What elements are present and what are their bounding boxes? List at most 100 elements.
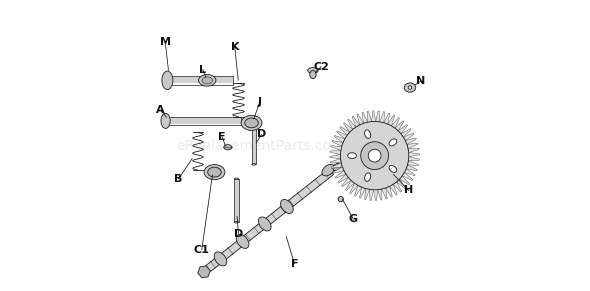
Ellipse shape <box>252 164 256 165</box>
Ellipse shape <box>245 118 258 128</box>
Ellipse shape <box>234 178 238 180</box>
Ellipse shape <box>199 74 216 86</box>
Ellipse shape <box>310 70 316 79</box>
Ellipse shape <box>348 153 356 159</box>
Polygon shape <box>382 188 387 199</box>
Ellipse shape <box>365 130 371 139</box>
Polygon shape <box>396 179 406 189</box>
Polygon shape <box>408 161 419 166</box>
Polygon shape <box>332 141 343 146</box>
Polygon shape <box>391 118 399 128</box>
Circle shape <box>340 121 409 190</box>
Text: J: J <box>258 97 262 107</box>
Text: B: B <box>175 174 183 184</box>
Ellipse shape <box>252 125 256 126</box>
Polygon shape <box>399 176 409 185</box>
Polygon shape <box>409 152 419 157</box>
Polygon shape <box>330 155 340 159</box>
Polygon shape <box>330 159 341 163</box>
Ellipse shape <box>162 71 173 90</box>
Polygon shape <box>398 125 408 134</box>
Polygon shape <box>401 129 411 137</box>
Polygon shape <box>362 112 368 123</box>
Polygon shape <box>343 123 353 132</box>
Text: G: G <box>349 214 358 224</box>
Text: L: L <box>199 65 206 74</box>
Polygon shape <box>350 183 358 194</box>
Ellipse shape <box>389 139 397 146</box>
Polygon shape <box>395 121 404 131</box>
Text: F: F <box>291 259 298 269</box>
Polygon shape <box>407 143 418 148</box>
Polygon shape <box>373 190 378 200</box>
Polygon shape <box>206 168 333 272</box>
Polygon shape <box>198 266 210 278</box>
Text: H: H <box>404 185 413 195</box>
Ellipse shape <box>281 200 293 214</box>
Polygon shape <box>365 189 369 200</box>
Polygon shape <box>333 167 344 173</box>
Polygon shape <box>340 127 350 135</box>
Polygon shape <box>404 169 415 176</box>
Polygon shape <box>335 171 346 178</box>
Ellipse shape <box>389 166 397 172</box>
Polygon shape <box>334 136 345 143</box>
Polygon shape <box>337 131 347 139</box>
Ellipse shape <box>214 252 227 266</box>
Text: N: N <box>416 76 425 86</box>
Polygon shape <box>402 173 412 180</box>
Polygon shape <box>252 125 256 164</box>
Polygon shape <box>369 189 373 200</box>
Text: C1: C1 <box>194 245 209 255</box>
Polygon shape <box>234 179 238 222</box>
Polygon shape <box>372 111 376 122</box>
Polygon shape <box>357 114 363 125</box>
Polygon shape <box>330 150 341 155</box>
Ellipse shape <box>208 167 221 177</box>
Polygon shape <box>355 185 362 196</box>
Ellipse shape <box>161 113 171 128</box>
Polygon shape <box>376 111 380 122</box>
Text: K: K <box>231 42 239 52</box>
Circle shape <box>408 86 412 89</box>
Polygon shape <box>331 163 342 168</box>
Polygon shape <box>384 113 390 124</box>
Circle shape <box>338 196 343 202</box>
Ellipse shape <box>202 77 212 84</box>
Text: A: A <box>156 105 165 115</box>
Ellipse shape <box>365 173 371 181</box>
Polygon shape <box>348 119 356 129</box>
Polygon shape <box>404 133 414 141</box>
Polygon shape <box>338 174 348 183</box>
Circle shape <box>360 142 389 170</box>
Circle shape <box>368 149 381 162</box>
Ellipse shape <box>308 68 318 73</box>
Ellipse shape <box>322 164 335 176</box>
Ellipse shape <box>258 217 271 231</box>
Ellipse shape <box>224 145 232 150</box>
Polygon shape <box>346 180 355 191</box>
Text: D: D <box>234 229 243 239</box>
Polygon shape <box>352 116 360 127</box>
Polygon shape <box>405 138 417 145</box>
Text: E: E <box>218 132 226 142</box>
Polygon shape <box>359 187 365 198</box>
Text: C2: C2 <box>313 62 329 72</box>
Ellipse shape <box>404 83 416 92</box>
Polygon shape <box>408 157 419 161</box>
Text: D: D <box>257 129 266 139</box>
Polygon shape <box>330 146 342 150</box>
Polygon shape <box>378 189 382 200</box>
Polygon shape <box>408 148 419 152</box>
Polygon shape <box>389 184 397 195</box>
Polygon shape <box>380 112 385 123</box>
Polygon shape <box>388 115 395 126</box>
Ellipse shape <box>333 164 341 171</box>
Polygon shape <box>393 182 402 192</box>
Text: M: M <box>160 37 171 47</box>
Ellipse shape <box>241 115 262 130</box>
Polygon shape <box>368 111 372 122</box>
Ellipse shape <box>204 165 225 180</box>
Polygon shape <box>407 165 417 171</box>
Ellipse shape <box>236 235 249 249</box>
